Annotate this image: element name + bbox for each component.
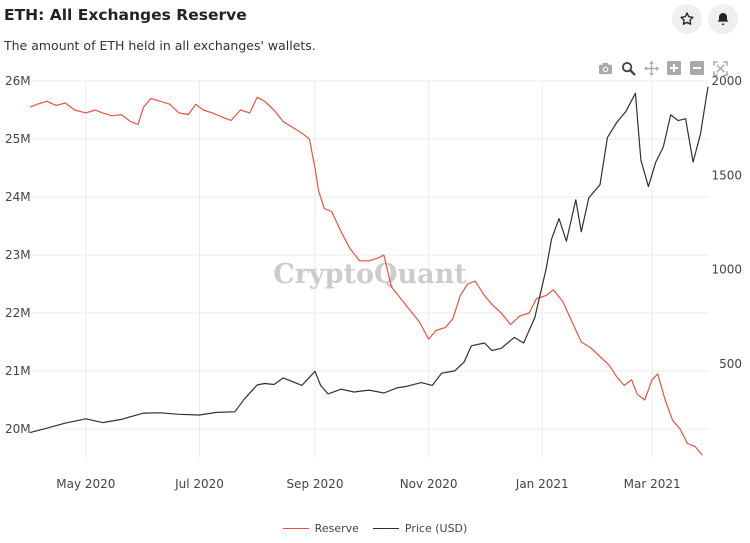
page-subtitle: The amount of ETH held in all exchanges'… [4,38,316,53]
legend-label-reserve: Reserve [314,522,359,535]
y-left-tick-label: 26M [5,74,31,88]
chart-series [29,86,709,456]
pan-icon[interactable] [643,60,659,76]
x-tick-label: Jul 2020 [174,477,224,491]
chart-axes: 20M 21M 22M 23M 24M 25M 26M May 2020 Jul 2020 Sep… [5,74,742,491]
page-title: ETH: All Exchanges Reserve [4,6,247,24]
series-line-price [29,86,709,434]
x-tick-label: Mar 2021 [624,477,681,491]
series-line-reserve [29,96,703,456]
y-right-tick-label: 2000 [711,74,742,88]
y-left-tick-label: 23M [5,248,31,262]
chart-modebar [597,60,728,76]
autoscale-icon[interactable] [712,60,728,76]
watermark: CryptoQuant [273,259,467,290]
y-left-tick-label: 24M [5,190,31,204]
legend-item-price[interactable]: Price (USD) [372,522,468,535]
legend-item-reserve[interactable]: Reserve [282,522,359,535]
legend-swatch-price [372,528,399,529]
x-tick-label: Sep 2020 [286,477,343,491]
reserve-price-chart[interactable]: CryptoQuant 20M 21M 22M 23M 24M 25M 26M May 202… [0,0,750,510]
y-right-tick-label: 500 [719,357,742,371]
bell-icon [717,13,729,25]
x-tick-label: Nov 2020 [400,477,458,491]
star-icon [680,12,694,25]
alert-button[interactable] [708,4,738,34]
zoom-in-icon[interactable] [666,60,682,76]
zoom-out-icon[interactable] [689,60,705,76]
legend-label-price: Price (USD) [404,522,468,535]
y-left-tick-label: 22M [5,306,31,320]
legend-swatch-reserve [282,528,309,529]
y-left-tick-label: 21M [5,364,31,378]
y-left-tick-label: 20M [5,422,31,436]
zoom-icon[interactable] [620,60,636,76]
camera-icon[interactable] [597,60,613,76]
y-left-tick-label: 25M [5,132,31,146]
x-tick-label: Jan 2021 [515,477,569,491]
y-right-tick-label: 1500 [711,168,742,182]
chart-legend: Reserve Price (USD) [0,522,750,535]
chart-grid [30,80,708,458]
y-right-tick-label: 1000 [711,263,742,277]
favorite-button[interactable] [672,4,702,34]
x-tick-label: May 2020 [56,477,115,491]
